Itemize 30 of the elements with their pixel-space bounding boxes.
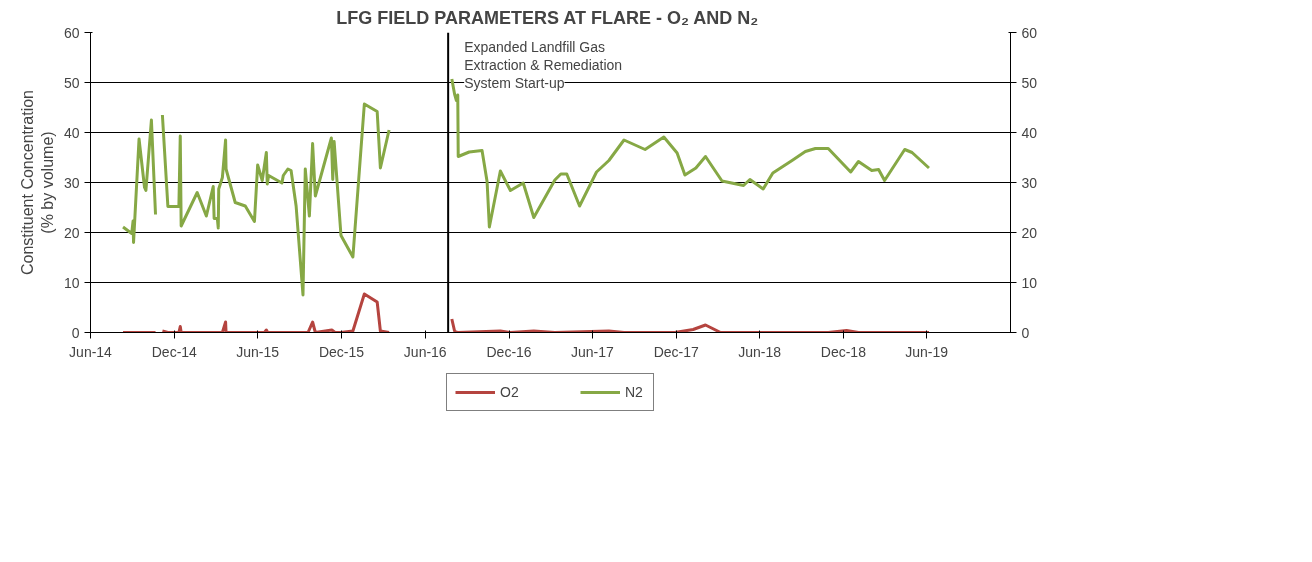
y-tick-label: 40	[63, 124, 80, 141]
legend-label: O2	[500, 384, 520, 400]
y2-tick-label: 50	[1021, 74, 1038, 91]
y2-tick-label: 20	[1021, 224, 1038, 241]
x-tick-label: Jun-18	[738, 343, 782, 360]
y-tick-label: 60	[63, 24, 80, 41]
y-tick-label: 20	[63, 224, 80, 241]
x-tick-label: Jun-19	[905, 343, 949, 360]
x-tick-label: Jun-15	[236, 343, 280, 360]
x-tick-label: Jun-16	[403, 343, 447, 360]
x-tick-label: Dec-17	[653, 343, 699, 360]
y2-tick-label: 10	[1021, 274, 1038, 291]
y2-tick-label: 30	[1021, 174, 1038, 191]
x-tick-label: Dec-16	[486, 343, 532, 360]
ref-line-label: Expanded Landfill Gas Extraction & Remediation System Start-up	[464, 38, 623, 91]
y-tick-label: 0	[71, 324, 80, 341]
y2-tick-label: 40	[1021, 124, 1038, 141]
y-tick-label: 10	[63, 274, 80, 291]
y-tick-label: 50	[63, 74, 80, 91]
chart-title: LFG FIELD PARAMETERS AT FLARE - O₂ AND N₂	[336, 7, 759, 28]
x-tick-label: Jun-14	[69, 343, 113, 360]
x-tick-label: Jun-17	[571, 343, 615, 360]
x-tick-label: Dec-15	[318, 343, 365, 360]
legend-label: N2	[625, 384, 644, 400]
y-tick-label: 30	[63, 174, 80, 191]
y-axis-title: Constituent Concentration (% by volume)	[18, 90, 56, 275]
y2-tick-label: 60	[1021, 24, 1038, 41]
x-tick-label: Dec-14	[151, 343, 198, 360]
x-tick-label: Dec-18	[820, 343, 867, 360]
y2-tick-label: 0	[1021, 324, 1030, 341]
